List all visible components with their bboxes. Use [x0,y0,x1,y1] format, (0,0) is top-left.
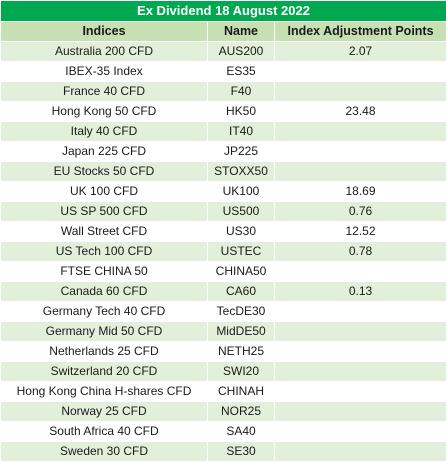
cell-adjustment-points [275,442,446,462]
column-header-adjustment-points: Index Adjustment Points [275,22,446,42]
cell-index: IBEX-35 Index [1,62,208,82]
cell-adjustment-points: 23.48 [275,102,446,122]
cell-index: Netherlands 25 CFD [1,342,208,362]
cell-index: Norway 25 CFD [1,402,208,422]
cell-index: Japan 225 CFD [1,142,208,162]
cell-index: US Tech 100 CFD [1,242,208,262]
cell-name: UK100 [208,182,275,202]
cell-index: EU Stocks 50 CFD [1,162,208,182]
cell-adjustment-points [275,122,446,142]
cell-index: US SP 500 CFD [1,202,208,222]
title-row: Ex Dividend 18 August 2022 [1,1,446,22]
cell-name: SE30 [208,442,275,462]
cell-index: Switzerland 20 CFD [1,362,208,382]
cell-name: CHINA50 [208,262,275,282]
cell-adjustment-points [275,82,446,102]
cell-index: Canada 60 CFD [1,282,208,302]
cell-name: USTEC [208,242,275,262]
cell-adjustment-points [275,342,446,362]
cell-index: South Africa 40 CFD [1,422,208,442]
cell-index: Wall Street CFD [1,222,208,242]
cell-name: JP225 [208,142,275,162]
cell-adjustment-points [275,402,446,422]
cell-adjustment-points [275,302,446,322]
cell-adjustment-points: 18.69 [275,182,446,202]
cell-adjustment-points: 0.13 [275,282,446,302]
cell-index: Germany Tech 40 CFD [1,302,208,322]
cell-name: ES35 [208,62,275,82]
cell-name: NOR25 [208,402,275,422]
header-row: Indices Name Index Adjustment Points [1,22,446,42]
cell-adjustment-points [275,382,446,402]
cell-adjustment-points [275,262,446,282]
cell-name: IT40 [208,122,275,142]
cell-adjustment-points [275,142,446,162]
cell-index: UK 100 CFD [1,182,208,202]
cell-index: Australia 200 CFD [1,42,208,62]
cell-adjustment-points [275,422,446,442]
cell-name: CA60 [208,282,275,302]
cell-name: F40 [208,82,275,102]
cell-name: NETH25 [208,342,275,362]
cell-name: STOXX50 [208,162,275,182]
cell-name: SWI20 [208,362,275,382]
cell-index: Italy 40 CFD [1,122,208,142]
cell-adjustment-points: 0.76 [275,202,446,222]
cell-name: MidDE50 [208,322,275,342]
cell-name: AUS200 [208,42,275,62]
cell-adjustment-points [275,362,446,382]
cell-index: France 40 CFD [1,82,208,102]
cell-index: Sweden 30 CFD [1,442,208,462]
cell-index: Germany Mid 50 CFD [1,322,208,342]
cell-adjustment-points [275,62,446,82]
cell-index: Hong Kong China H-shares CFD [1,382,208,402]
cell-index: FTSE CHINA 50 [1,262,208,282]
column-header-name: Name [208,22,275,42]
cell-name: HK50 [208,102,275,122]
cell-adjustment-points: 12.52 [275,222,446,242]
cell-adjustment-points [275,162,446,182]
cell-name: US30 [208,222,275,242]
column-header-indices: Indices [1,22,208,42]
cell-name: CHINAH [208,382,275,402]
table-title: Ex Dividend 18 August 2022 [1,1,446,22]
cell-index: Hong Kong 50 CFD [1,102,208,122]
cell-name: TecDE30 [208,302,275,322]
cell-adjustment-points: 2.07 [275,42,446,62]
cell-name: SA40 [208,422,275,442]
cell-adjustment-points: 0.78 [275,242,446,262]
cell-name: US500 [208,202,275,222]
cell-adjustment-points [275,322,446,342]
